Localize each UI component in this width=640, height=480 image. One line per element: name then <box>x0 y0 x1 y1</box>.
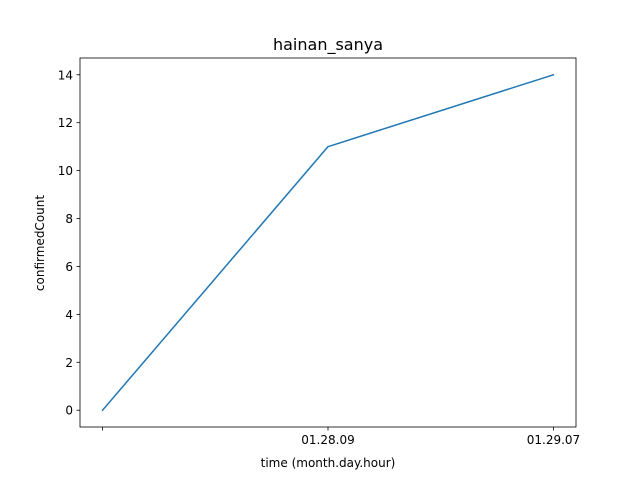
y-tick-label-2: 4 <box>65 308 73 322</box>
plot-area: 0 2 4 6 8 10 12 14 01.28.09 01.29.07 <box>58 57 580 447</box>
y-tick-label-1: 2 <box>65 356 73 370</box>
series-line-0 <box>101 73 555 412</box>
y-tick-label-4: 8 <box>65 212 73 226</box>
y-tick-label-6: 12 <box>58 116 73 130</box>
x-tick-label-1: 01.28.09 <box>301 433 354 447</box>
y-axis-label: confirmedCount <box>33 195 47 291</box>
axes-frame <box>79 57 577 428</box>
y-tick-label-3: 6 <box>65 260 73 274</box>
x-axis-label: time (month.day.hour) <box>261 456 396 470</box>
y-tick-label-5: 10 <box>58 164 73 178</box>
x-tick-label-2: 01.29.07 <box>527 433 580 447</box>
y-tick-label-0: 0 <box>65 404 73 418</box>
chart-title: hainan_sanya <box>273 35 383 55</box>
y-tick-label-7: 14 <box>58 68 73 82</box>
